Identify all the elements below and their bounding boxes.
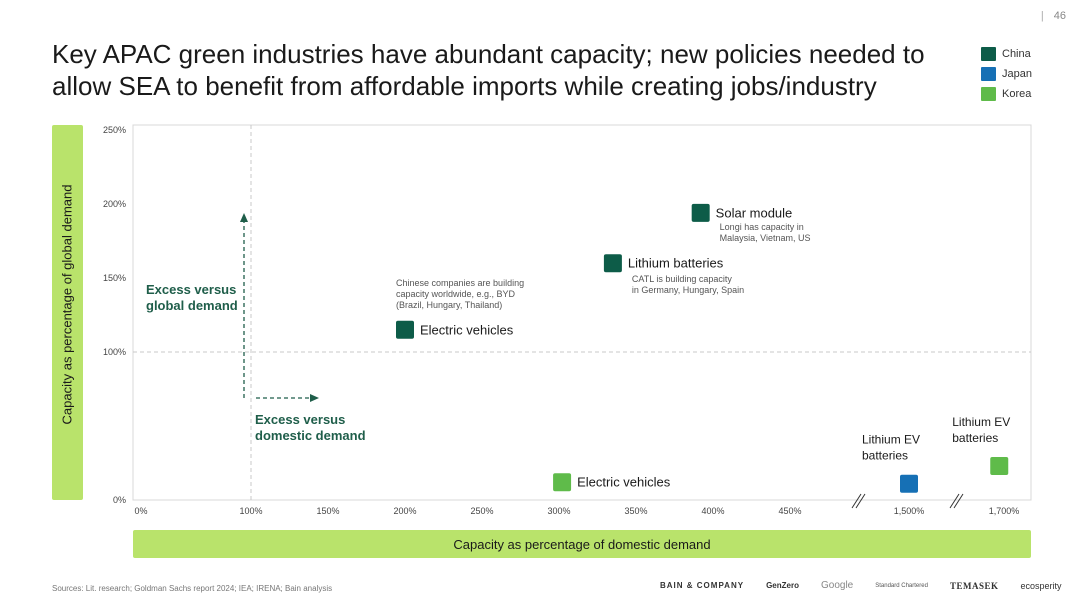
data-point-japan xyxy=(900,474,918,493)
page-number: | 46 xyxy=(1040,10,1066,22)
annotation-excess-domestic: Excess versus domestic demand xyxy=(255,412,366,443)
data-label: Lithium batteries xyxy=(628,256,724,271)
x-axis-label: Capacity as percentage of domestic deman… xyxy=(453,536,711,552)
data-label: Lithium EV batteries xyxy=(862,433,920,463)
y-axis-label-band: Capacity as percentage of global demand xyxy=(52,125,83,500)
data-point-china xyxy=(603,254,622,273)
arrow-head-up xyxy=(240,213,248,222)
x-tick-label: 1,700% xyxy=(989,506,1020,516)
y-tick-label: 0% xyxy=(113,495,126,505)
axis-break-mark xyxy=(851,493,862,509)
plot-frame xyxy=(132,124,1032,501)
legend-label-japan: Japan xyxy=(1002,68,1032,80)
ecosperity-logo: ecosperity xyxy=(1020,580,1062,591)
x-tick-label: 150% xyxy=(316,506,339,516)
arrow-head-right xyxy=(310,394,319,402)
y-tick-label: 250% xyxy=(103,125,126,135)
legend: China Japan Korea xyxy=(981,44,1032,104)
data-note: Chinese companies are building capacity w… xyxy=(396,278,524,310)
x-tick-label: 250% xyxy=(470,506,493,516)
axis-break-mark xyxy=(949,493,960,509)
x-tick-label: 1,500% xyxy=(894,506,925,516)
data-label: Solar module xyxy=(716,205,793,220)
legend-label-korea: Korea xyxy=(1002,88,1032,100)
data-point-china xyxy=(691,203,710,222)
legend-item-japan: Japan xyxy=(981,64,1032,84)
legend-swatch-japan xyxy=(981,67,996,81)
data-label: Lithium EV batteries xyxy=(952,415,1010,445)
axis-break-mark xyxy=(855,493,866,509)
data-point-korea xyxy=(553,473,572,492)
scatter-chart: 0% 100% 150% 200% 250% 0% 100% 150% 200% 250% 300%… xyxy=(103,124,1032,516)
bain-logo: BAIN & COMPANY xyxy=(660,581,745,590)
data-note: Longi has capacity in Malaysia, Vietnam, … xyxy=(720,222,811,243)
legend-swatch-china xyxy=(981,47,996,61)
data-point-china xyxy=(396,320,414,339)
legend-label-china: China xyxy=(1002,48,1031,60)
legend-item-china: China xyxy=(981,44,1032,64)
x-tick-label: 450% xyxy=(778,506,801,516)
data-point-korea xyxy=(990,456,1009,475)
x-axis-label-band: Capacity as percentage of domestic deman… xyxy=(133,530,1031,558)
axis-break-mark xyxy=(953,493,964,509)
y-tick-label: 150% xyxy=(103,273,126,283)
x-tick-label: 400% xyxy=(701,506,724,516)
standard-chartered-logo: Standard Chartered xyxy=(875,582,928,589)
partner-logos: BAIN & COMPANY GenZero Google Standard C… xyxy=(660,580,1080,591)
page-title: Key APAC green industries have abundant … xyxy=(52,39,925,101)
legend-item-korea: Korea xyxy=(981,84,1032,104)
genzero-logo: GenZero xyxy=(766,581,799,590)
annotation-excess-global: Excess versus global demand xyxy=(146,282,238,313)
x-tick-label: 100% xyxy=(239,506,262,516)
temasek-logo: TEMASEK xyxy=(949,580,999,591)
data-label: Electric vehicles xyxy=(420,322,514,337)
y-tick-label: 200% xyxy=(103,199,126,209)
data-label: Electric vehicles xyxy=(577,475,671,490)
x-tick-label: 0% xyxy=(134,506,147,516)
google-logo: Google xyxy=(820,580,854,591)
x-tick-label: 200% xyxy=(393,506,416,516)
x-tick-label: 350% xyxy=(624,506,647,516)
x-tick-label: 300% xyxy=(547,506,570,516)
sources-note: Sources: Lit. research; Goldman Sachs re… xyxy=(52,584,333,593)
data-note: CATL is building capacity in Germany, Hun… xyxy=(632,274,744,295)
legend-swatch-korea xyxy=(981,87,996,101)
y-tick-label: 100% xyxy=(103,347,126,357)
